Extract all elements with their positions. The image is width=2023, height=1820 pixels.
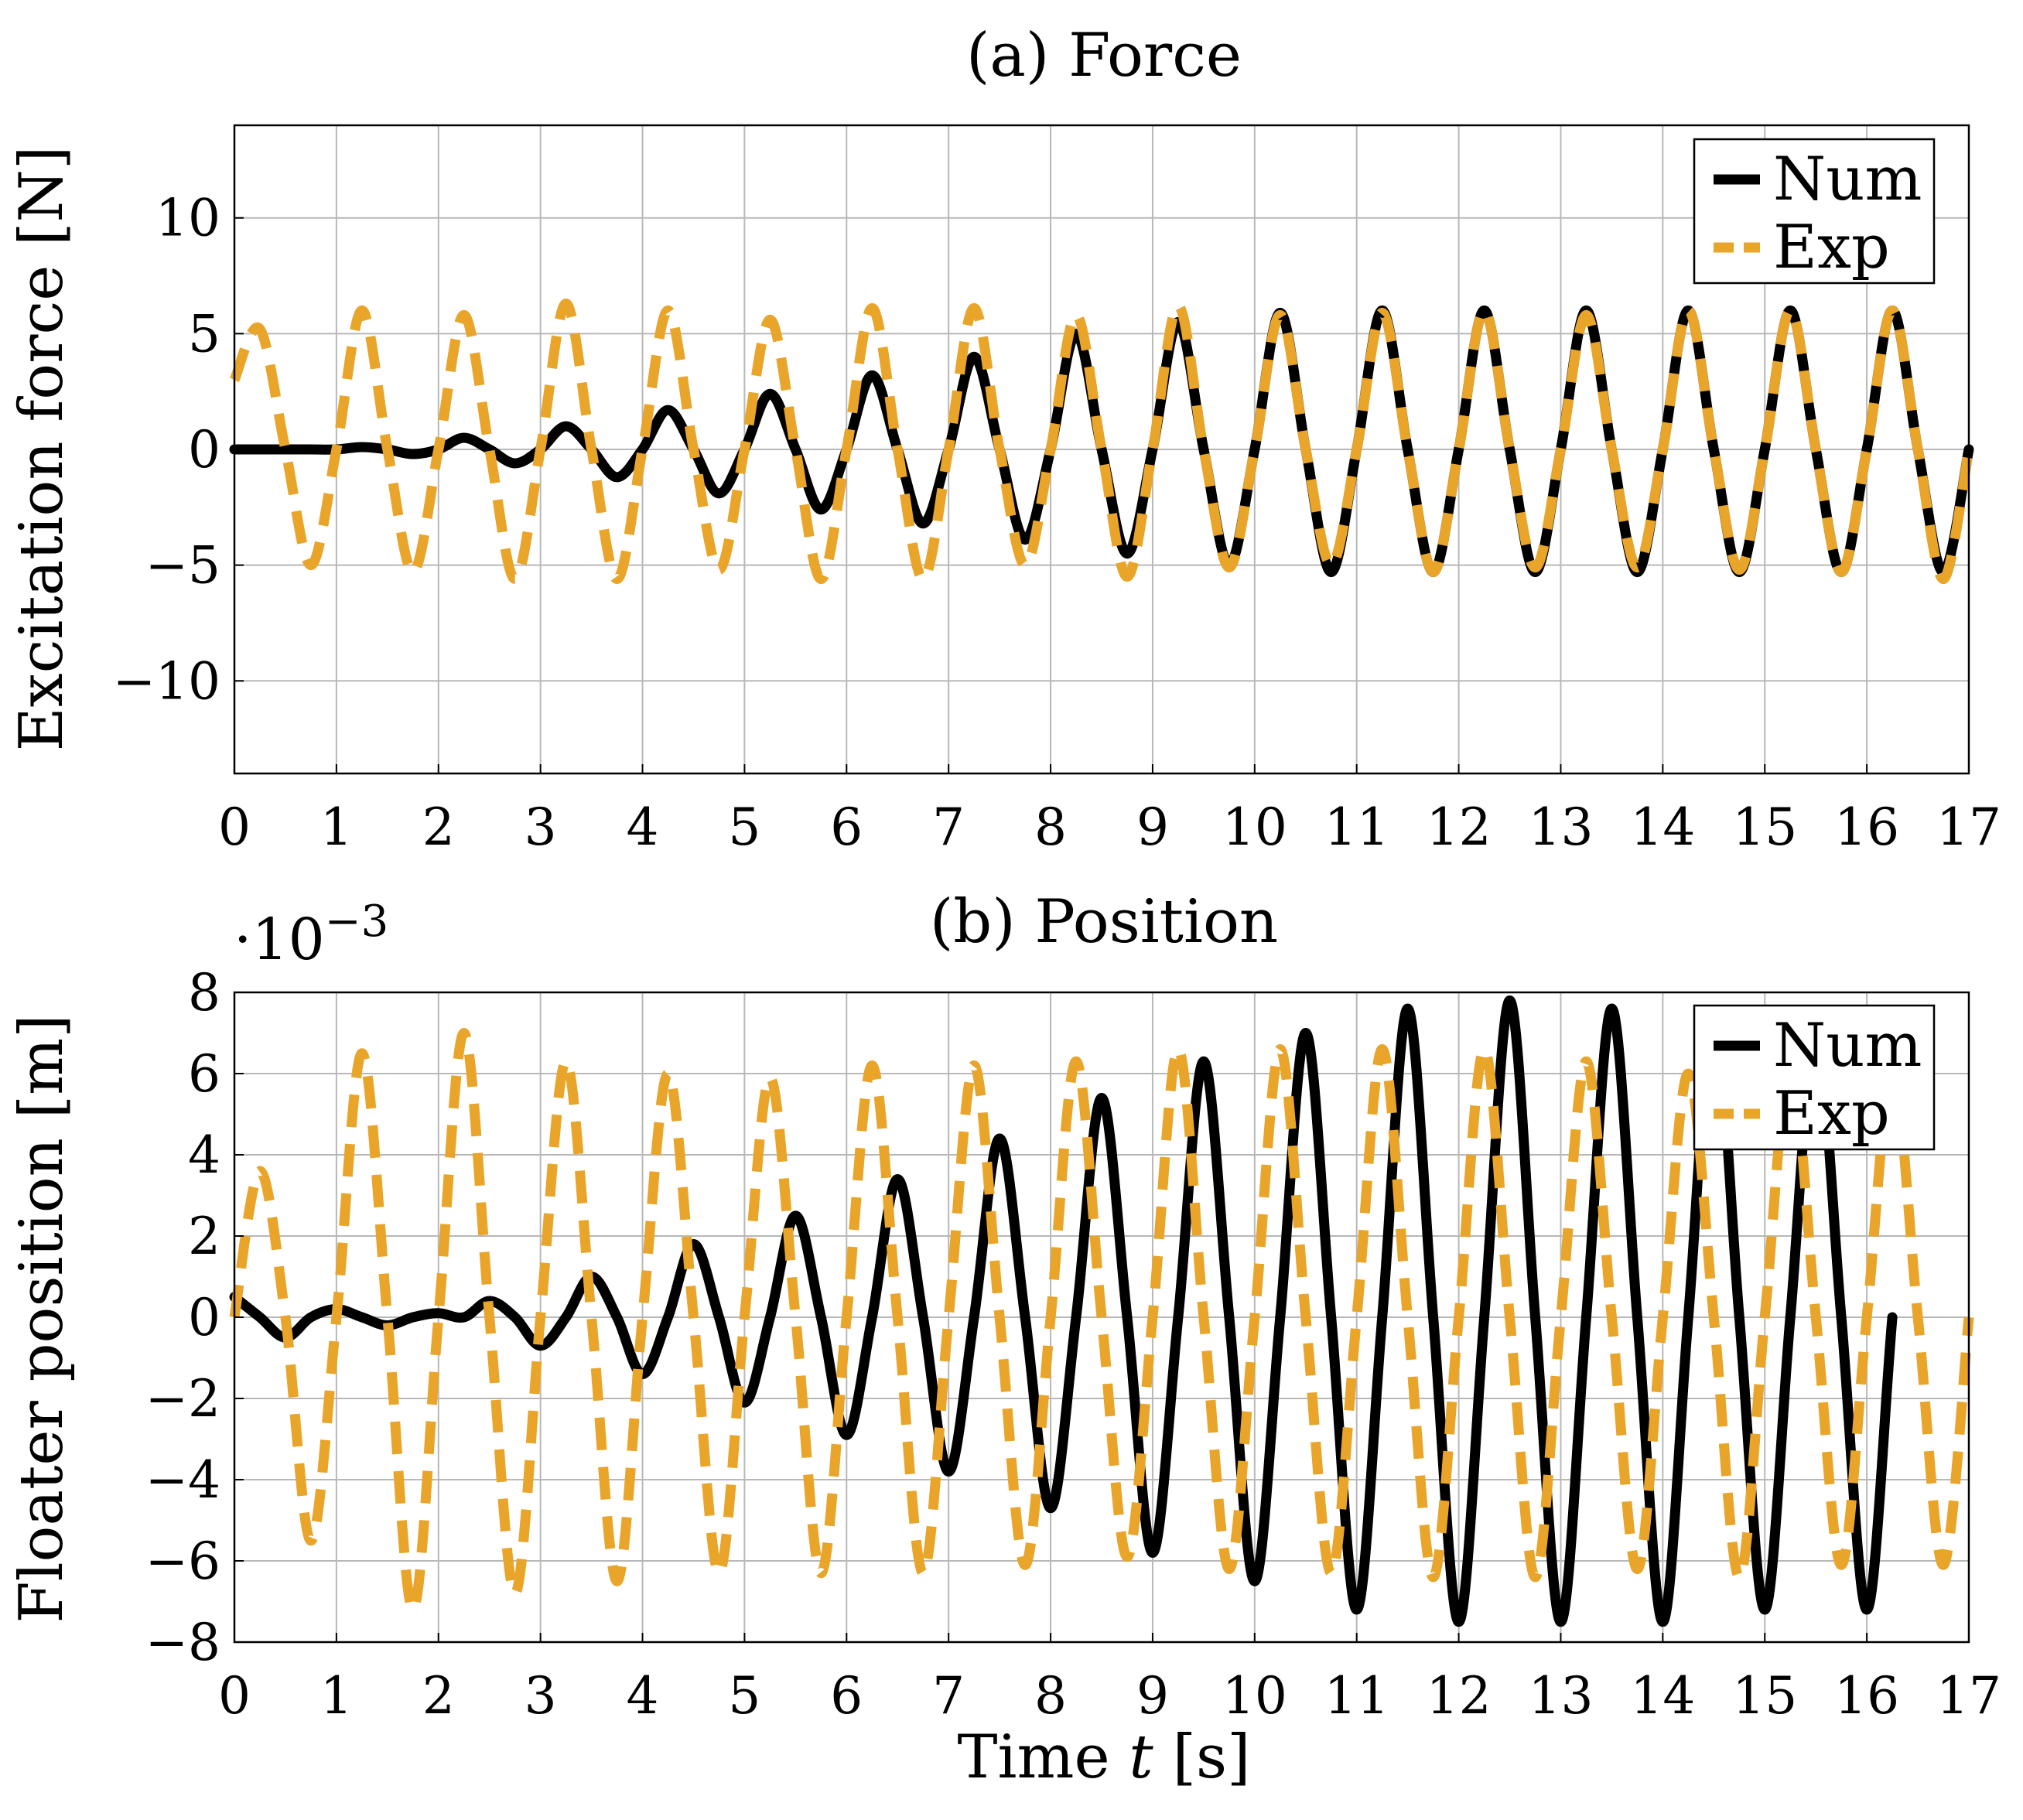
position-title: (b) Position — [930, 887, 1278, 957]
position-panel: (b) Position ·10−3 Floater position [m] … — [7, 887, 2001, 1792]
position-legend-exp-label: Exp — [1773, 1079, 1890, 1149]
force-x-tick-label: 2 — [422, 797, 455, 857]
force-y-tick-label: 0 — [188, 420, 220, 480]
position-y-ticks: −8 −6 −4 −2 0 2 4 6 8 — [145, 963, 244, 1672]
force-x-tick-label: 1 — [320, 797, 353, 857]
force-y-tick-label: 10 — [155, 189, 220, 248]
force-x-tick-label: 15 — [1732, 797, 1797, 857]
position-y-tick-label: 4 — [188, 1125, 220, 1185]
force-x-ticks: 0 1 2 3 4 5 6 7 8 9 10 11 12 13 14 15 16 17 — [218, 764, 2001, 857]
force-x-tick-label: 11 — [1324, 797, 1389, 857]
position-y-tick-label: −8 — [145, 1613, 220, 1672]
position-x-tick-label: 3 — [525, 1666, 557, 1726]
force-y-ticks: −10 −5 0 5 10 — [113, 189, 244, 711]
x-axis-label-pre: Time — [958, 1723, 1129, 1792]
force-legend-box — [1693, 138, 1936, 285]
position-x-tick-label: 7 — [932, 1666, 965, 1726]
force-x-tick-label: 5 — [728, 797, 760, 857]
force-x-tick-label: 4 — [627, 797, 659, 857]
position-y-tick-label: −4 — [145, 1450, 220, 1510]
force-x-tick-label: 7 — [932, 797, 965, 857]
force-legend: Num Exp — [1693, 138, 1936, 285]
position-x-tick-label: 9 — [1136, 1666, 1169, 1726]
force-title: (a) Force — [966, 21, 1242, 90]
force-y-tick-label: −5 — [145, 536, 220, 596]
position-x-tick-label: 5 — [728, 1666, 760, 1726]
position-series-num-line — [229, 995, 1898, 1627]
position-x-tick-label: 8 — [1034, 1666, 1067, 1726]
position-y-axis-label: Floater position [m] — [7, 1014, 77, 1623]
force-y-tick-label: 5 — [188, 304, 220, 364]
force-y-axis-label: Excitation force [N] — [7, 146, 77, 752]
position-y-tick-label: 6 — [188, 1044, 220, 1104]
force-series — [229, 299, 1974, 585]
position-legend-box — [1693, 1004, 1936, 1151]
force-x-tick-label: 8 — [1034, 797, 1067, 857]
force-x-tick-label: 16 — [1834, 797, 1899, 857]
position-x-tick-label: 12 — [1427, 1666, 1492, 1726]
position-series — [229, 995, 1974, 1627]
force-x-tick-label: 12 — [1427, 797, 1492, 857]
force-x-tick-label: 3 — [525, 797, 557, 857]
force-x-tick-label: 14 — [1630, 797, 1695, 857]
position-x-tick-label: 2 — [422, 1666, 455, 1726]
x-axis-label-post: [s] — [1153, 1723, 1251, 1792]
x-axis-label-var: t — [1129, 1723, 1153, 1792]
force-x-tick-label: 13 — [1528, 797, 1593, 857]
position-x-tick-label: 16 — [1834, 1666, 1899, 1726]
position-x-tick-label: 15 — [1732, 1666, 1797, 1726]
position-x-ticks: 0 1 2 3 4 5 6 7 8 9 10 11 12 13 14 15 16 17 — [218, 1633, 2001, 1726]
position-x-tick-label: 13 — [1528, 1666, 1593, 1726]
position-y-tick-label: 0 — [188, 1288, 220, 1347]
position-x-tick-label: 17 — [1936, 1666, 2001, 1726]
force-x-tick-label: 10 — [1222, 797, 1287, 857]
position-legend-num-label: Num — [1773, 1011, 1922, 1081]
position-y-tick-label: −6 — [145, 1531, 220, 1591]
force-legend-exp-label: Exp — [1773, 213, 1890, 282]
force-x-tick-label: 17 — [1936, 797, 2001, 857]
force-series-exp-line — [229, 299, 1974, 585]
position-legend: Num Exp — [1693, 1004, 1936, 1151]
force-x-tick-label: 6 — [830, 797, 863, 857]
position-y-multiplier: ·10−3 — [234, 896, 388, 973]
x-axis-label: Time t [s] — [958, 1723, 1251, 1792]
position-x-tick-label: 6 — [830, 1666, 863, 1726]
force-x-tick-label: 0 — [218, 797, 251, 857]
position-y-multiplier-base: ·10 — [234, 907, 325, 973]
position-x-tick-label: 0 — [218, 1666, 251, 1726]
position-x-tick-label: 4 — [627, 1666, 659, 1726]
position-x-tick-label: 1 — [320, 1666, 353, 1726]
force-legend-num-label: Num — [1773, 145, 1922, 214]
position-y-multiplier-exp: −3 — [325, 896, 389, 947]
position-x-tick-label: 11 — [1324, 1666, 1389, 1726]
position-x-tick-label: 10 — [1222, 1666, 1287, 1726]
position-y-tick-label: −2 — [145, 1369, 220, 1429]
force-x-tick-label: 9 — [1136, 797, 1169, 857]
position-y-tick-label: 8 — [188, 963, 220, 1023]
position-x-tick-label: 14 — [1630, 1666, 1695, 1726]
force-y-tick-label: −10 — [113, 651, 220, 711]
position-y-tick-label: 2 — [188, 1207, 220, 1266]
